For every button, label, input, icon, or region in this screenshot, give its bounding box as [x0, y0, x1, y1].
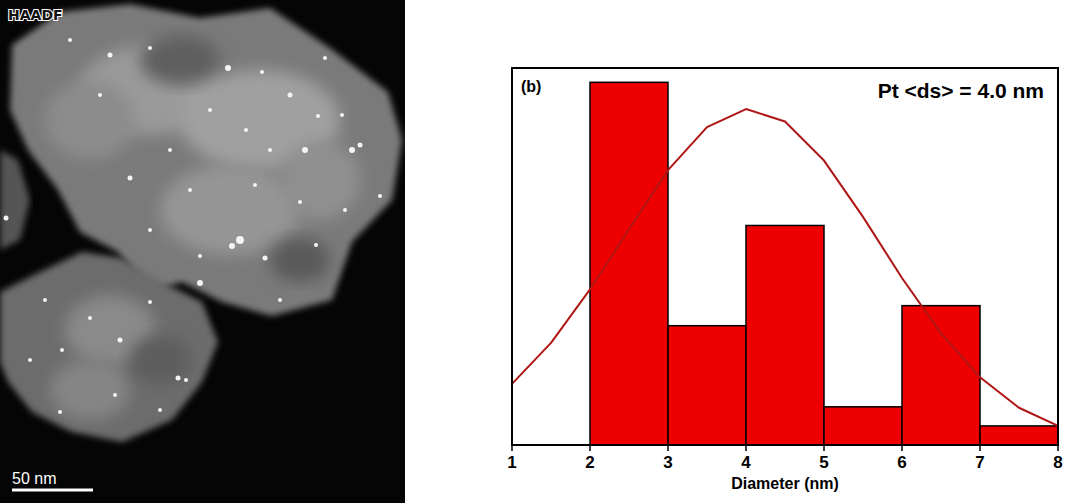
histogram-bar — [980, 426, 1058, 445]
pt-nanoparticle — [343, 208, 347, 212]
x-tick — [745, 445, 747, 451]
fit-curve — [512, 109, 1058, 426]
support-particle — [0, 150, 30, 250]
marks — [512, 82, 1058, 445]
x-tick — [901, 445, 903, 451]
pt-nanoparticle — [58, 410, 62, 414]
histogram-bar — [590, 82, 668, 445]
pt-nanoparticle — [298, 200, 302, 204]
pt-nanoparticle — [128, 176, 133, 181]
pt-nanoparticle — [236, 236, 244, 244]
pt-nanoparticle — [260, 70, 264, 74]
figure: HAADF 50 nm 1 2 3 4 5 6 7 8 Diameter (nm) (b) Pt <ds… — [0, 0, 1070, 503]
x-tick-label: 8 — [1053, 453, 1062, 472]
pt-nanoparticle — [198, 254, 202, 258]
x-tick-label: 4 — [741, 453, 751, 472]
pt-nanoparticle — [43, 298, 47, 302]
pt-nanoparticle — [349, 147, 355, 153]
histogram-bar — [902, 306, 980, 445]
x-tick — [823, 445, 825, 451]
pt-nanoparticle — [148, 228, 152, 232]
plot-area — [512, 68, 1058, 445]
histogram-bar — [746, 225, 824, 445]
pt-nanoparticle — [253, 183, 257, 187]
pt-nanoparticle — [148, 46, 152, 50]
pt-nanoparticle — [316, 114, 320, 118]
plot-frame — [512, 68, 1058, 445]
x-tick — [589, 445, 591, 451]
pt-nanoparticle — [378, 194, 382, 198]
micrograph — [0, 0, 405, 503]
x-tick-label: 6 — [897, 453, 906, 472]
pt-nanoparticle — [302, 147, 308, 153]
support-texture — [45, 80, 135, 160]
pt-nanoparticle — [208, 108, 212, 112]
pt-nanoparticle — [278, 298, 282, 302]
pt-nanoparticle — [148, 300, 152, 304]
x-tick-label: 2 — [585, 453, 594, 472]
x-tick-label: 7 — [975, 453, 984, 472]
histogram-bar — [668, 326, 746, 445]
pt-nanoparticle — [225, 65, 231, 71]
x-tick — [979, 445, 981, 451]
pt-nanoparticle — [68, 38, 72, 42]
pt-nanoparticle — [358, 143, 363, 148]
x-tick-label: 3 — [663, 453, 672, 472]
pt-nanoparticle — [188, 188, 192, 192]
pt-nanoparticle — [113, 393, 117, 397]
x-tick — [667, 445, 669, 451]
pt-nanoparticle — [288, 93, 293, 98]
image-label: HAADF — [8, 7, 63, 23]
pt-nanoparticle — [108, 53, 113, 58]
x-tick — [511, 445, 513, 451]
scale-bar — [12, 489, 93, 492]
pt-nanoparticle — [197, 280, 203, 286]
pt-nanoparticle — [184, 378, 188, 382]
x-axis-title: Diameter (nm) — [731, 475, 839, 492]
pt-nanoparticle — [323, 56, 327, 60]
pt-nanoparticle — [314, 243, 318, 247]
x-tick-label: 5 — [819, 453, 828, 472]
support-texture — [280, 140, 360, 220]
pt-nanoparticle — [88, 316, 92, 320]
histogram-bar — [824, 407, 902, 445]
support-texture — [130, 335, 190, 385]
support-texture — [160, 165, 300, 255]
pt-nanoparticle — [268, 148, 272, 152]
support-texture — [50, 360, 130, 420]
support-texture — [140, 35, 220, 85]
pt-nanoparticle — [158, 408, 162, 412]
pt-nanoparticle — [340, 113, 344, 117]
panel-label: (b) — [521, 78, 541, 95]
pt-nanoparticle — [60, 348, 64, 352]
pt-nanoparticle — [263, 256, 268, 261]
scale-bar-label: 50 nm — [12, 470, 56, 487]
pt-nanoparticle — [4, 216, 9, 221]
x-tick — [1057, 445, 1059, 451]
pt-nanoparticle — [176, 376, 181, 381]
x-tick-label: 1 — [507, 453, 516, 472]
support-texture — [270, 238, 330, 282]
image-background — [0, 0, 405, 503]
pt-nanoparticle — [28, 358, 32, 362]
support-particle — [0, 252, 218, 442]
pt-nanoparticle — [168, 148, 172, 152]
chart-title: Pt <ds> = 4.0 nm — [878, 79, 1044, 102]
pt-nanoparticle — [118, 338, 123, 343]
pt-nanoparticle — [229, 243, 235, 249]
pt-nanoparticle — [244, 128, 248, 132]
pt-nanoparticle — [98, 93, 102, 97]
